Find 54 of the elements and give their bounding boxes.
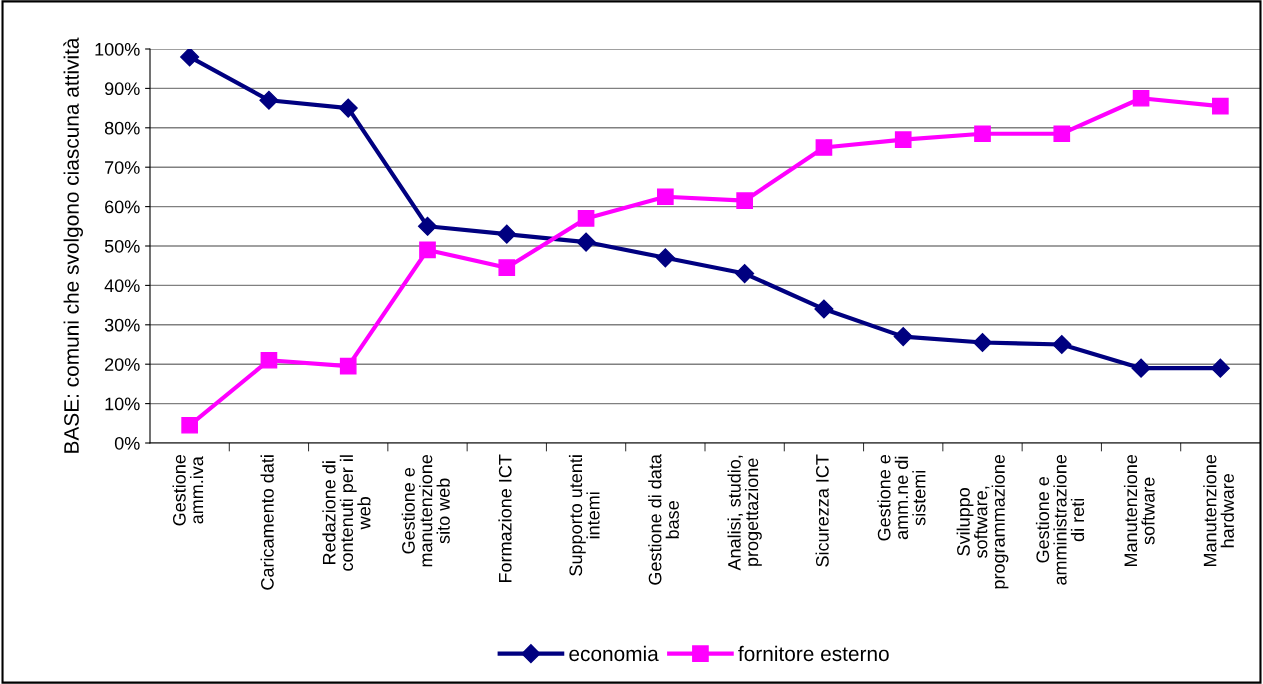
y-tick-label: 20% [105, 358, 140, 371]
y-tick-label: 80% [104, 121, 140, 135]
point [339, 357, 357, 375]
y-tick-label: 10% [105, 397, 140, 411]
point [576, 232, 596, 252]
y-tick-label: 50% [104, 239, 140, 253]
x-tick-label: Gestione e amm.ne di sistemi [877, 454, 926, 541]
x-tick-label: Supporto utenti intemi [568, 455, 600, 576]
point [1212, 97, 1229, 115]
point [735, 264, 755, 284]
point [657, 188, 674, 206]
point [259, 90, 279, 110]
legend-label: economia [569, 645, 659, 662]
x-tick-label: Redazione di contenuti per il web [322, 455, 371, 571]
y-tick-label: 70% [105, 161, 140, 174]
y-tick-label: 90% [104, 82, 140, 96]
point [260, 351, 278, 369]
point [1210, 358, 1230, 378]
x-tick-label: Manutenzione hardware [1203, 454, 1234, 567]
point [419, 241, 436, 259]
x-tick-label: Formazione ICT [498, 454, 512, 583]
point [972, 332, 993, 353]
x-tick-label: Sicurezza ICT [815, 454, 829, 567]
point [893, 327, 913, 347]
legend-label: fornitore esterno [738, 645, 889, 662]
point [655, 248, 675, 268]
y-tick-label: 30% [104, 318, 140, 332]
point [498, 259, 516, 277]
x-tick-label: Caricamento dati [260, 455, 274, 590]
y-tick-label: 60% [105, 200, 140, 214]
y-tick-label: 40% [104, 279, 140, 293]
point [1132, 89, 1150, 107]
point [736, 192, 753, 210]
point [1053, 125, 1071, 143]
point [974, 125, 991, 143]
point [1052, 334, 1072, 355]
x-tick-label: Gestione di data base [648, 454, 679, 585]
y-tick-label: 0% [114, 436, 140, 450]
y-axis-title: BASE: comuni che svolgono ciascuna attività [63, 37, 83, 453]
point [417, 216, 438, 236]
point [577, 210, 595, 227]
point [1131, 358, 1151, 378]
x-tick-label: Sviluppo software, programmazione [956, 454, 1009, 589]
point [814, 299, 834, 319]
x-tick-label: Gestione e amministrazione di reti [1035, 454, 1085, 585]
point [180, 49, 200, 67]
point [894, 131, 912, 148]
x-tick-label: Gestione amm.iva [172, 454, 204, 526]
point [338, 98, 358, 118]
y-tick-label: 100% [95, 42, 140, 56]
point [815, 139, 833, 156]
x-tick-label: Analisi, studio, progettazione [727, 455, 762, 571]
point [497, 224, 517, 244]
point [181, 416, 198, 434]
